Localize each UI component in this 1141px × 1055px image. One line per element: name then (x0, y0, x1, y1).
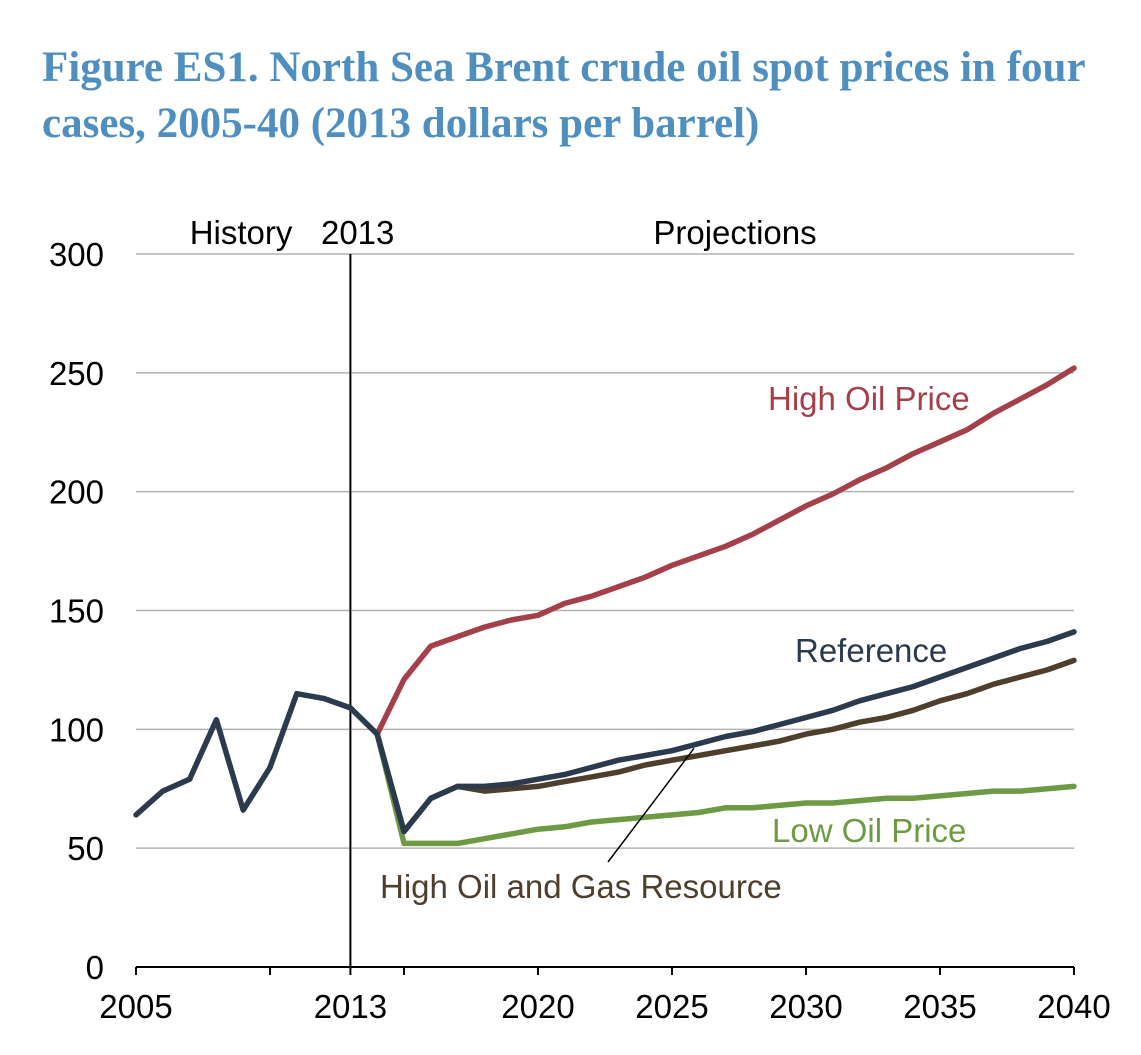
y-tick-label-100: 100 (49, 711, 104, 748)
series-lines (133, 365, 1077, 847)
y-tick-label-300: 300 (49, 236, 104, 273)
x-tick-label-2040: 2040 (1037, 988, 1110, 1025)
axes: 0 50 100 150 200 250 300 2005 2013 2020 2025 2030 20… (49, 236, 1111, 1025)
x-tick-label-2013: 2013 (314, 988, 387, 1025)
projections-label: Projections (653, 214, 816, 251)
y-tick-label-0: 0 (86, 949, 104, 986)
history-label: History (190, 214, 293, 251)
series-label-high-oil-and-gas-resource: High Oil and Gas Resource (380, 868, 782, 905)
x-tick-label-2030: 2030 (769, 988, 842, 1025)
series-line-high-oil-price (374, 365, 1077, 737)
series-line-low-oil-price (374, 731, 1077, 847)
series-label-low-oil-price: Low Oil Price (772, 812, 966, 849)
x-tick-label-2020: 2020 (501, 988, 574, 1025)
divider-year-label: 2013 (321, 214, 394, 251)
y-tick-label-200: 200 (49, 474, 104, 511)
series-line-high-oil-and-gas-resource (374, 657, 1077, 835)
y-tick-label-50: 50 (67, 830, 104, 867)
grid-lines (136, 253, 1074, 849)
series-line-reference (374, 629, 1077, 835)
y-tick-label-250: 250 (49, 355, 104, 392)
history-line (133, 690, 380, 818)
resource-leader-line (607, 747, 695, 863)
series-label-high-oil-price: High Oil Price (768, 380, 970, 417)
x-tick-label-2005: 2005 (99, 988, 172, 1025)
y-tick-label-150: 150 (49, 593, 104, 630)
series-label-reference: Reference (795, 632, 947, 669)
chart-title: Figure ES1. North Sea Brent crude oil sp… (42, 44, 1085, 147)
annotations: History 2013 Projections High Oil Price Refe… (190, 214, 970, 905)
x-tick-label-2025: 2025 (635, 988, 708, 1025)
x-tick-label-2035: 2035 (903, 988, 976, 1025)
